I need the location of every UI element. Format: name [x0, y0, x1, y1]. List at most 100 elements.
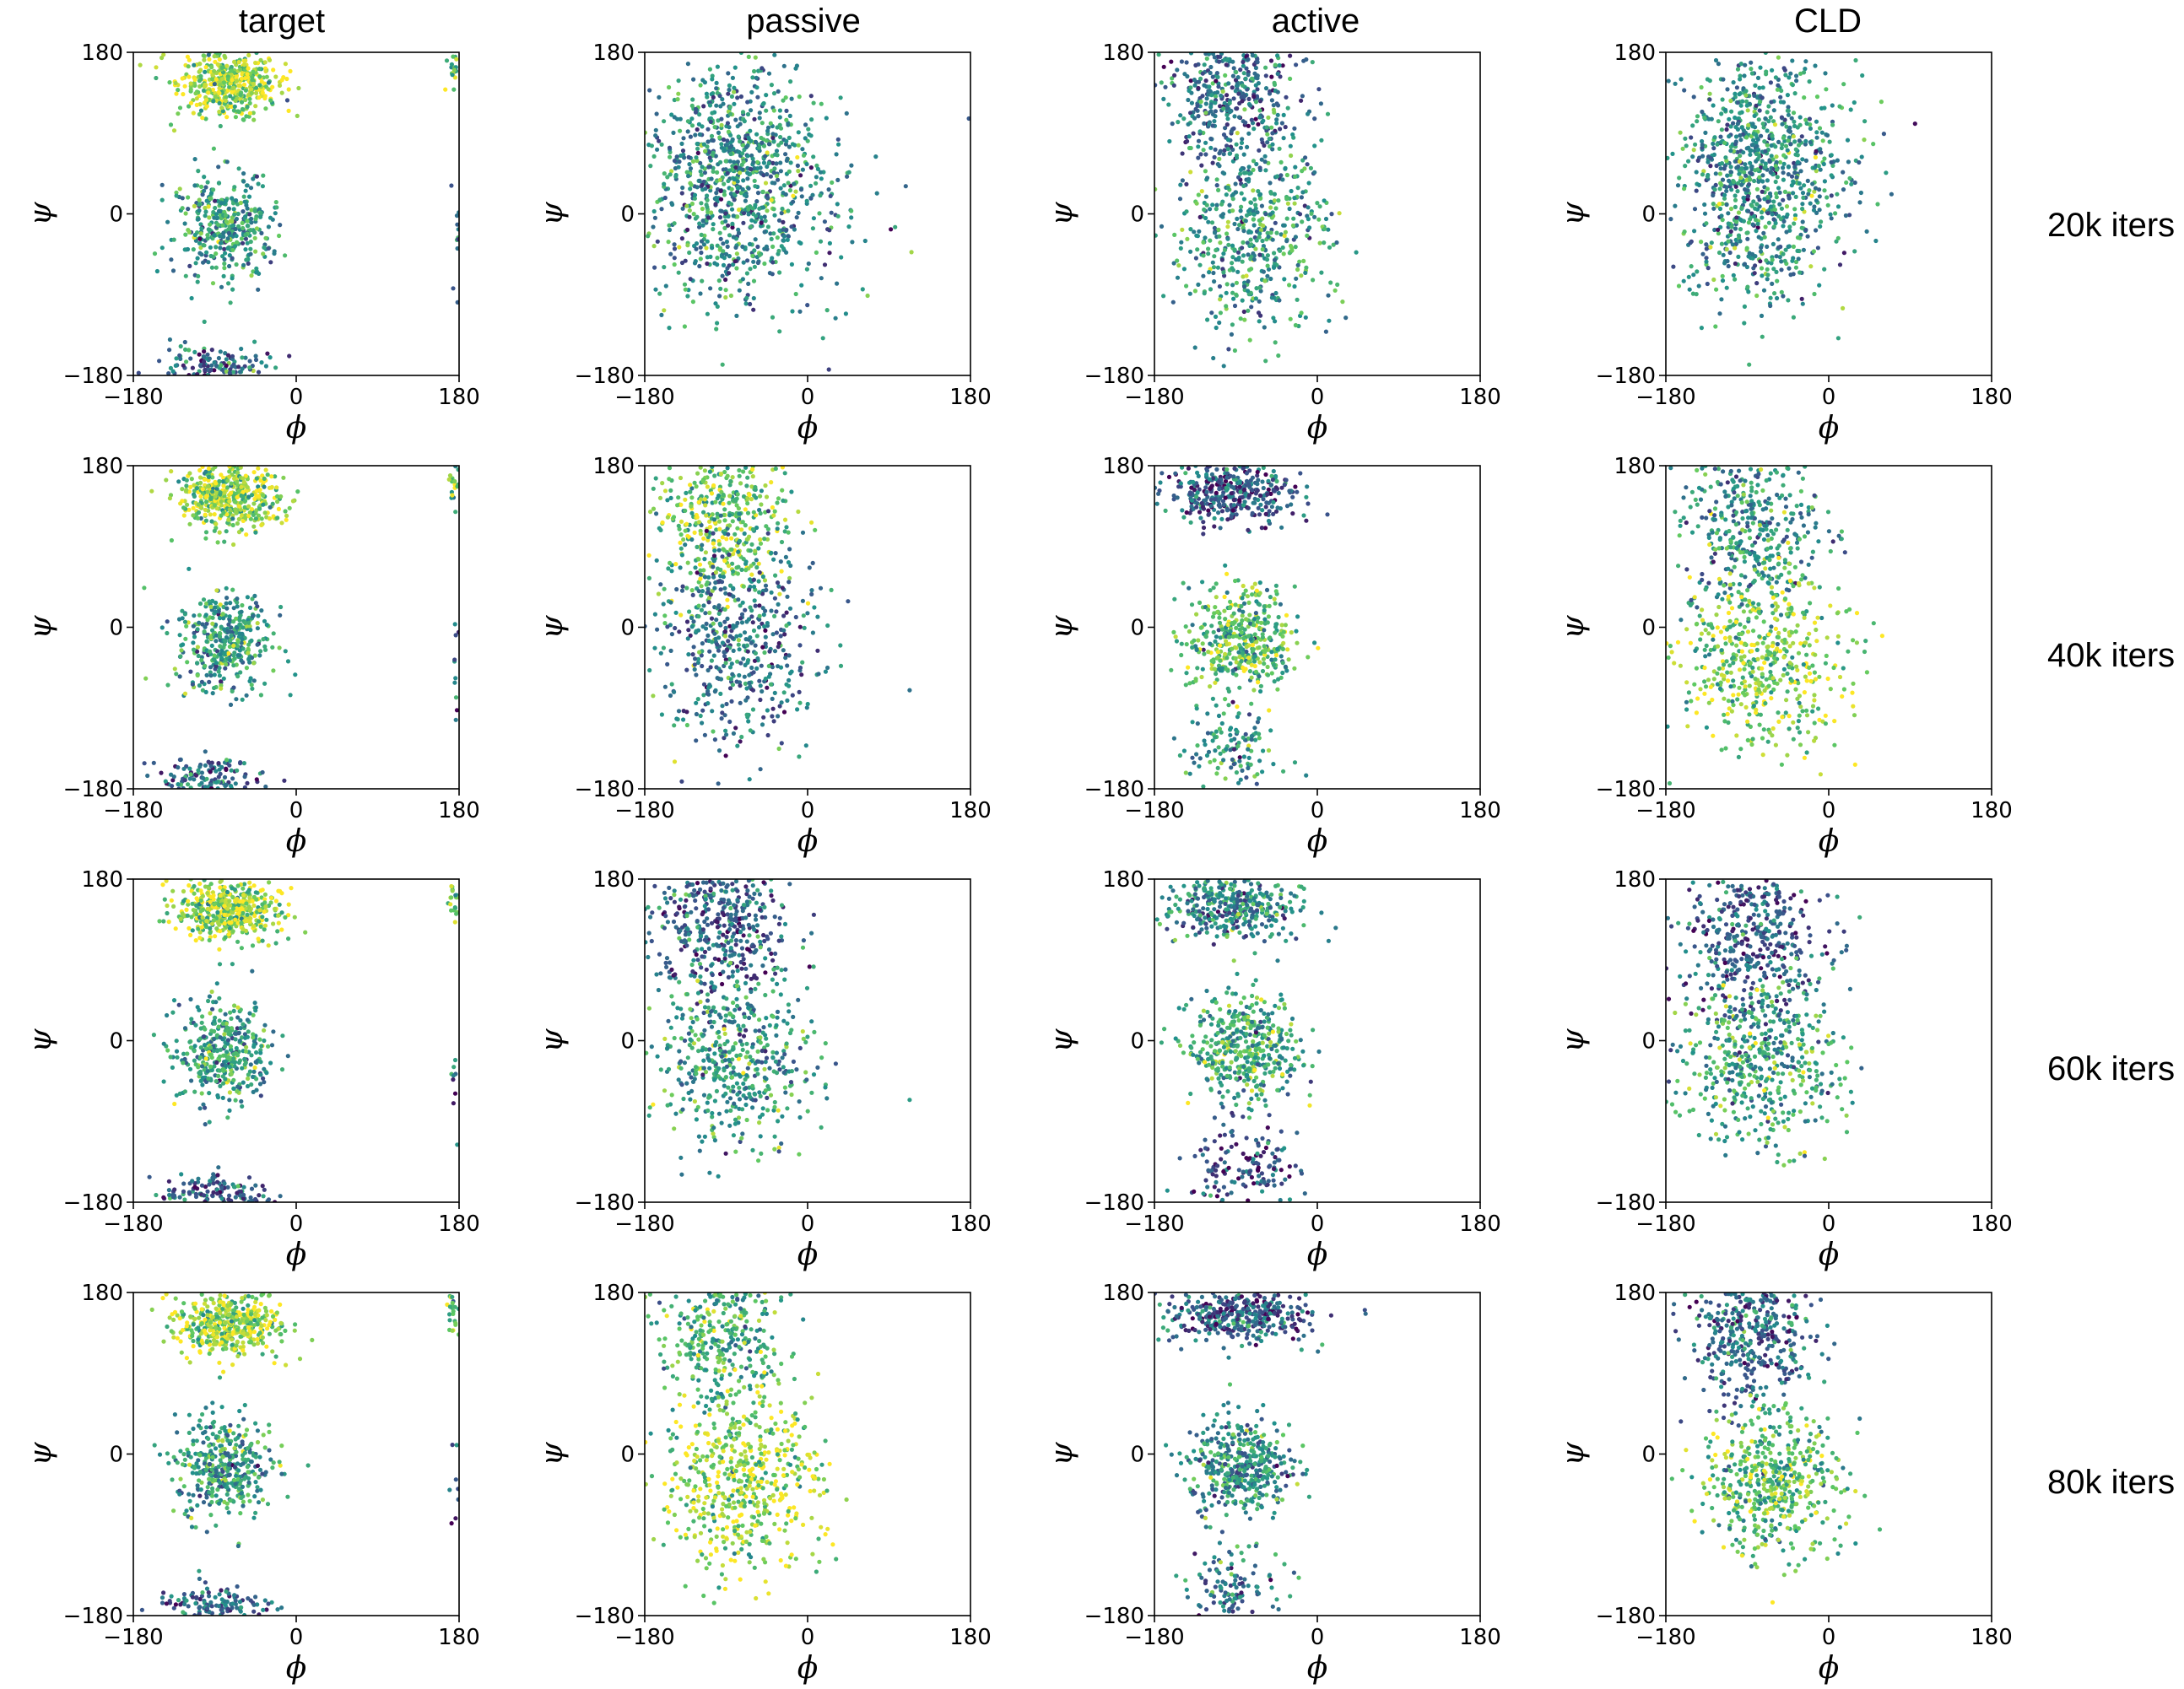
data-point [736, 134, 741, 139]
data-point [1683, 164, 1688, 169]
data-point [765, 208, 770, 213]
data-point [1257, 231, 1262, 236]
data-point [760, 121, 765, 126]
data-point [1208, 287, 1214, 292]
data-point [1272, 257, 1278, 262]
data-point [759, 170, 764, 175]
data-point [1760, 95, 1765, 100]
data-point [865, 293, 870, 299]
data-point [251, 501, 257, 506]
data-point [1246, 289, 1251, 294]
data-point [255, 604, 260, 609]
y-tick-label: 180 [1102, 40, 1144, 66]
data-point [686, 174, 691, 179]
data-point [1215, 89, 1220, 95]
data-point [723, 294, 728, 300]
data-point [1282, 277, 1287, 282]
data-point [212, 215, 217, 220]
data-point [1297, 259, 1302, 264]
data-point [845, 174, 850, 179]
data-point [651, 154, 657, 159]
data-point [237, 648, 242, 653]
data-point [231, 495, 236, 500]
data-point [757, 507, 762, 513]
data-point [454, 213, 459, 219]
data-point [1177, 197, 1183, 202]
data-point [243, 97, 248, 103]
data-point [1251, 127, 1257, 132]
data-point [171, 237, 176, 242]
data-point [1221, 152, 1226, 157]
data-point [211, 187, 216, 192]
data-point [206, 483, 211, 489]
data-point [790, 309, 795, 314]
data-point [1219, 202, 1224, 207]
data-point [1226, 81, 1231, 86]
data-point [1292, 201, 1297, 206]
data-point [235, 768, 240, 773]
data-point [1835, 192, 1840, 197]
data-point [1776, 55, 1781, 60]
data-point [1862, 119, 1868, 124]
data-point [1210, 202, 1215, 208]
data-point [705, 144, 710, 149]
data-point [451, 87, 457, 92]
data-point [1709, 116, 1714, 121]
data-point [247, 111, 252, 116]
data-point [166, 371, 171, 375]
data-point [1238, 167, 1244, 172]
data-point [1278, 248, 1283, 253]
data-point [1272, 192, 1277, 197]
data-point [214, 600, 219, 606]
data-point [192, 232, 197, 238]
data-point [827, 251, 832, 256]
data-point [1802, 183, 1807, 188]
data-point [203, 785, 208, 789]
data-point [182, 778, 187, 783]
data-point [713, 202, 718, 207]
data-point [196, 653, 201, 659]
data-point [685, 227, 690, 232]
data-point [1222, 148, 1227, 153]
data-point [673, 174, 678, 179]
data-point [690, 97, 695, 102]
data-point [1762, 197, 1767, 202]
data-point [757, 252, 762, 257]
data-point [229, 68, 234, 73]
data-point [252, 339, 257, 344]
y-axis-label: ψ [24, 615, 58, 639]
data-point [142, 585, 147, 591]
data-point [1179, 59, 1184, 64]
data-point [1847, 213, 1852, 218]
data-point [241, 518, 246, 524]
data-point [191, 247, 196, 252]
data-point [1318, 101, 1323, 106]
data-point [193, 261, 198, 266]
data-point [1208, 64, 1214, 70]
data-point [1179, 240, 1184, 245]
data-point [262, 476, 267, 482]
data-point [1232, 247, 1237, 252]
data-point [1240, 99, 1245, 104]
data-point [1184, 181, 1189, 186]
row-label-20k: 20k iters [2047, 207, 2175, 244]
data-point [728, 293, 734, 299]
data-point [707, 103, 713, 108]
data-point [716, 118, 721, 123]
data-point [783, 95, 788, 100]
data-point [1219, 93, 1224, 99]
data-point [783, 192, 788, 197]
data-point [1752, 93, 1757, 98]
data-point [1792, 207, 1797, 212]
data-point [748, 267, 753, 272]
data-point [698, 169, 703, 174]
data-point [201, 775, 206, 781]
data-point [257, 74, 262, 79]
data-point [230, 287, 235, 292]
data-point [1193, 62, 1198, 67]
data-point [1197, 214, 1203, 219]
data-point [794, 63, 800, 68]
data-point [719, 208, 724, 213]
data-point [1268, 212, 1273, 217]
data-point [1787, 196, 1792, 201]
